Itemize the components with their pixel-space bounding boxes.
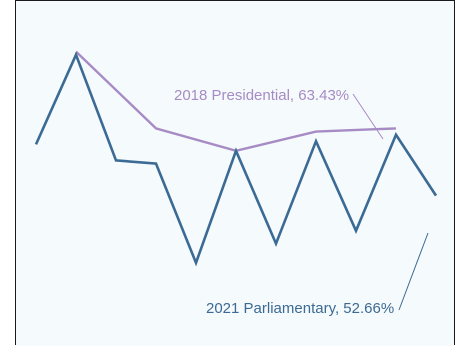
presidential-series-label: 2018 Presidential, 63.43% xyxy=(174,87,349,104)
parliamentary-series-label: 2021 Parliamentary, 52.66% xyxy=(206,300,394,317)
parliamentary-leader-line xyxy=(398,232,429,311)
chart-frame xyxy=(15,0,455,345)
plot-background xyxy=(16,1,454,346)
parliamentary-series-line xyxy=(34,51,438,267)
series-layer xyxy=(34,50,438,267)
presidential-leader-line xyxy=(352,93,384,140)
